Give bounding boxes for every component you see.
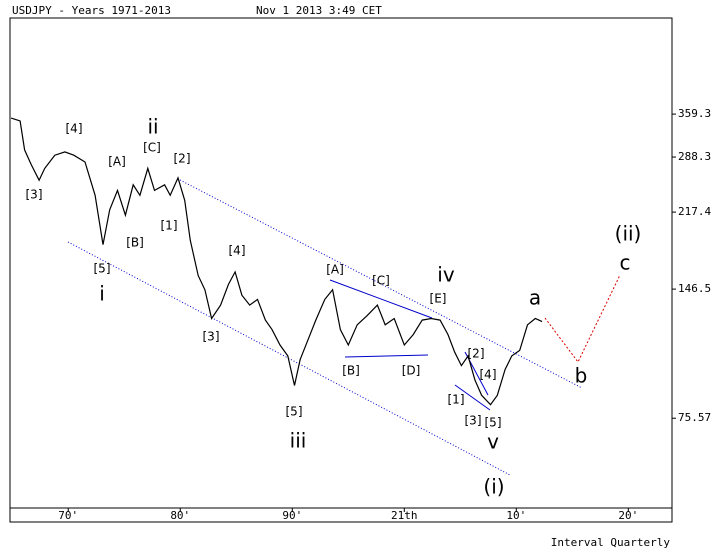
x-tick-label: 70' bbox=[58, 509, 78, 522]
wave-label: [B] bbox=[342, 364, 360, 378]
y-tick-label: 359.3 bbox=[678, 107, 711, 120]
trend-line bbox=[329, 279, 433, 319]
wave-label: i bbox=[99, 282, 105, 306]
wave-label: [2] bbox=[468, 347, 485, 361]
wave-label: [4] bbox=[229, 244, 246, 258]
wave-label: (ii) bbox=[615, 222, 642, 246]
wave-label: [A] bbox=[326, 263, 344, 277]
footer: Interval Quarterly bbox=[551, 536, 671, 549]
trend-line bbox=[344, 354, 429, 358]
wave-label: v bbox=[487, 430, 499, 454]
wave-label: [2] bbox=[174, 152, 191, 166]
chart-title: USDJPY - Years 1971-2013 bbox=[12, 4, 171, 17]
wave-label: a bbox=[529, 286, 541, 310]
wave-label: [1] bbox=[161, 219, 178, 233]
x-tick-label: 20' bbox=[618, 509, 638, 522]
wave-label: [5] bbox=[286, 405, 303, 419]
wave-label: [3] bbox=[465, 414, 482, 428]
wave-label: [C] bbox=[143, 141, 161, 155]
wave-label: [5] bbox=[94, 262, 111, 276]
wave-label: ii bbox=[147, 115, 158, 139]
wave-label: [A] bbox=[108, 155, 126, 169]
drawings bbox=[67, 179, 621, 476]
y-tick-label: 146.5 bbox=[678, 282, 711, 295]
wave-label: [C] bbox=[372, 274, 390, 288]
wave-label: [1] bbox=[448, 393, 465, 407]
wave-label: [3] bbox=[203, 330, 220, 344]
wave-label: [B] bbox=[126, 236, 144, 250]
chart-subtitle: Nov 1 2013 3:49 CET bbox=[256, 4, 382, 17]
wave-label: [4] bbox=[66, 122, 83, 136]
wave-label: b bbox=[575, 364, 588, 388]
y-tick-label: 288.3 bbox=[678, 150, 711, 163]
y-tick-label: 75.57 bbox=[678, 411, 711, 424]
x-tick-label: 21th bbox=[391, 509, 418, 522]
wave-label: c bbox=[620, 251, 631, 275]
wave-label: [3] bbox=[26, 188, 43, 202]
channel-upper bbox=[179, 179, 583, 389]
wave-label: iv bbox=[437, 263, 455, 287]
plot-frame bbox=[9, 17, 673, 523]
x-tick-label: 80' bbox=[170, 509, 190, 522]
projection bbox=[544, 274, 621, 363]
trend-line bbox=[454, 384, 491, 411]
wave-label: [5] bbox=[485, 416, 502, 430]
x-tick-label: 10' bbox=[506, 509, 526, 522]
wave-label: [E] bbox=[430, 292, 447, 306]
wave-label: iii bbox=[290, 429, 307, 453]
wave-label: [D] bbox=[402, 364, 421, 378]
y-tick-label: 217.4 bbox=[678, 205, 711, 218]
price-line bbox=[10, 117, 543, 406]
wave-label: [4] bbox=[480, 368, 497, 382]
wave-label: (i) bbox=[483, 475, 504, 499]
x-tick-label: 90' bbox=[282, 509, 302, 522]
